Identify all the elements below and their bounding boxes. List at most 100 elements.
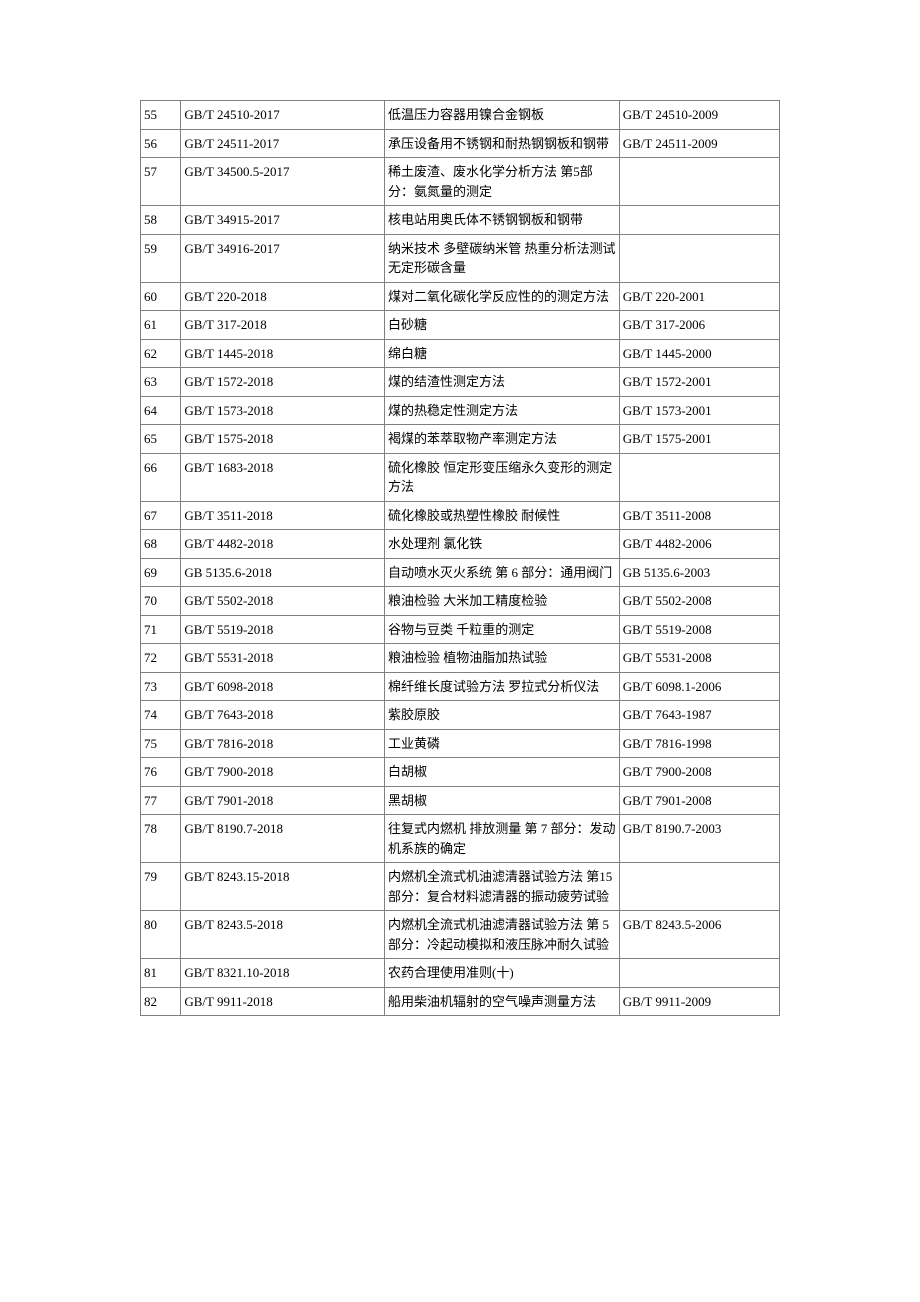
table-row: 58GB/T 34915-2017核电站用奥氏体不锈钢钢板和钢带 — [141, 206, 780, 235]
cell-index: 60 — [141, 282, 181, 311]
table-row: 68GB/T 4482-2018水处理剂 氯化铁GB/T 4482-2006 — [141, 530, 780, 559]
table-row: 64GB/T 1573-2018煤的热稳定性测定方法GB/T 1573-2001 — [141, 396, 780, 425]
cell-standard-number: GB/T 7900-2018 — [181, 758, 385, 787]
cell-standard-name: 煤的热稳定性测定方法 — [385, 396, 620, 425]
cell-standard-name: 煤的结渣性测定方法 — [385, 368, 620, 397]
cell-replaced-standard: GB/T 7643-1987 — [619, 701, 779, 730]
table-row: 75GB/T 7816-2018工业黄磷GB/T 7816-1998 — [141, 729, 780, 758]
cell-standard-number: GB/T 1445-2018 — [181, 339, 385, 368]
cell-index: 82 — [141, 987, 181, 1016]
cell-index: 71 — [141, 615, 181, 644]
cell-standard-name: 船用柴油机辐射的空气噪声测量方法 — [385, 987, 620, 1016]
table-row: 60GB/T 220-2018煤对二氧化碳化学反应性的的测定方法GB/T 220… — [141, 282, 780, 311]
cell-replaced-standard: GB/T 24511-2009 — [619, 129, 779, 158]
table-row: 62GB/T 1445-2018绵白糖GB/T 1445-2000 — [141, 339, 780, 368]
cell-standard-number: GB/T 8243.5-2018 — [181, 911, 385, 959]
table-row: 80GB/T 8243.5-2018内燃机全流式机油滤清器试验方法 第 5 部分… — [141, 911, 780, 959]
table-row: 71GB/T 5519-2018谷物与豆类 千粒重的测定GB/T 5519-20… — [141, 615, 780, 644]
cell-index: 56 — [141, 129, 181, 158]
table-row: 63GB/T 1572-2018煤的结渣性测定方法GB/T 1572-2001 — [141, 368, 780, 397]
cell-standard-name: 纳米技术 多壁碳纳米管 热重分析法测试无定形碳含量 — [385, 234, 620, 282]
table-row: 81GB/T 8321.10-2018农药合理使用准则(十) — [141, 959, 780, 988]
cell-standard-name: 自动喷水灭火系统 第 6 部分：通用阀门 — [385, 558, 620, 587]
cell-standard-name: 硫化橡胶 恒定形变压缩永久变形的测定方法 — [385, 453, 620, 501]
cell-standard-number: GB/T 5502-2018 — [181, 587, 385, 616]
cell-standard-name: 承压设备用不锈钢和耐热钢钢板和钢带 — [385, 129, 620, 158]
cell-standard-number: GB/T 9911-2018 — [181, 987, 385, 1016]
table-row: 56GB/T 24511-2017承压设备用不锈钢和耐热钢钢板和钢带GB/T 2… — [141, 129, 780, 158]
table-row: 67GB/T 3511-2018硫化橡胶或热塑性橡胶 耐候性GB/T 3511-… — [141, 501, 780, 530]
cell-index: 67 — [141, 501, 181, 530]
cell-index: 73 — [141, 672, 181, 701]
cell-replaced-standard — [619, 959, 779, 988]
cell-index: 59 — [141, 234, 181, 282]
cell-replaced-standard: GB/T 5502-2008 — [619, 587, 779, 616]
table-row: 78GB/T 8190.7-2018往复式内燃机 排放测量 第 7 部分：发动机… — [141, 815, 780, 863]
cell-standard-number: GB/T 3511-2018 — [181, 501, 385, 530]
table-row: 69GB 5135.6-2018自动喷水灭火系统 第 6 部分：通用阀门GB 5… — [141, 558, 780, 587]
table-row: 61GB/T 317-2018白砂糖GB/T 317-2006 — [141, 311, 780, 340]
cell-index: 77 — [141, 786, 181, 815]
cell-standard-name: 低温压力容器用镍合金钢板 — [385, 101, 620, 130]
cell-standard-name: 核电站用奥氏体不锈钢钢板和钢带 — [385, 206, 620, 235]
table-row: 65GB/T 1575-2018褐煤的苯萃取物产率测定方法GB/T 1575-2… — [141, 425, 780, 454]
cell-standard-name: 绵白糖 — [385, 339, 620, 368]
cell-replaced-standard: GB/T 5519-2008 — [619, 615, 779, 644]
table-row: 77GB/T 7901-2018黑胡椒GB/T 7901-2008 — [141, 786, 780, 815]
table-row: 66GB/T 1683-2018硫化橡胶 恒定形变压缩永久变形的测定方法 — [141, 453, 780, 501]
cell-replaced-standard — [619, 234, 779, 282]
cell-standard-name: 煤对二氧化碳化学反应性的的测定方法 — [385, 282, 620, 311]
page-container: 55GB/T 24510-2017低温压力容器用镍合金钢板GB/T 24510-… — [0, 0, 920, 1096]
cell-replaced-standard: GB/T 220-2001 — [619, 282, 779, 311]
cell-standard-number: GB/T 1575-2018 — [181, 425, 385, 454]
cell-standard-name: 棉纤维长度试验方法 罗拉式分析仪法 — [385, 672, 620, 701]
cell-standard-number: GB/T 8190.7-2018 — [181, 815, 385, 863]
cell-replaced-standard: GB 5135.6-2003 — [619, 558, 779, 587]
cell-standard-name: 内燃机全流式机油滤清器试验方法 第15部分：复合材料滤清器的振动疲劳试验 — [385, 863, 620, 911]
cell-standard-number: GB/T 7643-2018 — [181, 701, 385, 730]
cell-index: 65 — [141, 425, 181, 454]
standards-table: 55GB/T 24510-2017低温压力容器用镍合金钢板GB/T 24510-… — [140, 100, 780, 1016]
cell-index: 62 — [141, 339, 181, 368]
cell-replaced-standard: GB/T 3511-2008 — [619, 501, 779, 530]
table-row: 73GB/T 6098-2018棉纤维长度试验方法 罗拉式分析仪法GB/T 60… — [141, 672, 780, 701]
cell-standard-name: 白胡椒 — [385, 758, 620, 787]
cell-replaced-standard: GB/T 7901-2008 — [619, 786, 779, 815]
cell-replaced-standard: GB/T 1573-2001 — [619, 396, 779, 425]
table-row: 76GB/T 7900-2018白胡椒GB/T 7900-2008 — [141, 758, 780, 787]
cell-standard-number: GB/T 7901-2018 — [181, 786, 385, 815]
cell-replaced-standard — [619, 863, 779, 911]
cell-replaced-standard: GB/T 317-2006 — [619, 311, 779, 340]
cell-standard-name: 粮油检验 植物油脂加热试验 — [385, 644, 620, 673]
table-row: 79GB/T 8243.15-2018内燃机全流式机油滤清器试验方法 第15部分… — [141, 863, 780, 911]
cell-replaced-standard: GB/T 24510-2009 — [619, 101, 779, 130]
cell-standard-number: GB/T 317-2018 — [181, 311, 385, 340]
cell-index: 76 — [141, 758, 181, 787]
cell-standard-name: 白砂糖 — [385, 311, 620, 340]
cell-index: 66 — [141, 453, 181, 501]
cell-index: 68 — [141, 530, 181, 559]
cell-replaced-standard — [619, 158, 779, 206]
cell-standard-name: 水处理剂 氯化铁 — [385, 530, 620, 559]
cell-replaced-standard: GB/T 7816-1998 — [619, 729, 779, 758]
cell-standard-number: GB/T 1573-2018 — [181, 396, 385, 425]
cell-standard-name: 紫胶原胶 — [385, 701, 620, 730]
cell-standard-number: GB/T 24511-2017 — [181, 129, 385, 158]
cell-replaced-standard: GB/T 6098.1-2006 — [619, 672, 779, 701]
cell-standard-number: GB/T 5531-2018 — [181, 644, 385, 673]
cell-index: 72 — [141, 644, 181, 673]
cell-standard-number: GB/T 1572-2018 — [181, 368, 385, 397]
cell-standard-number: GB/T 34916-2017 — [181, 234, 385, 282]
cell-index: 64 — [141, 396, 181, 425]
cell-standard-name: 谷物与豆类 千粒重的测定 — [385, 615, 620, 644]
table-row: 82GB/T 9911-2018船用柴油机辐射的空气噪声测量方法GB/T 991… — [141, 987, 780, 1016]
cell-standard-name: 硫化橡胶或热塑性橡胶 耐候性 — [385, 501, 620, 530]
cell-standard-name: 黑胡椒 — [385, 786, 620, 815]
cell-standard-name: 褐煤的苯萃取物产率测定方法 — [385, 425, 620, 454]
table-body: 55GB/T 24510-2017低温压力容器用镍合金钢板GB/T 24510-… — [141, 101, 780, 1016]
cell-standard-number: GB/T 4482-2018 — [181, 530, 385, 559]
cell-index: 63 — [141, 368, 181, 397]
cell-standard-number: GB/T 1683-2018 — [181, 453, 385, 501]
cell-standard-number: GB/T 220-2018 — [181, 282, 385, 311]
table-row: 74GB/T 7643-2018紫胶原胶GB/T 7643-1987 — [141, 701, 780, 730]
